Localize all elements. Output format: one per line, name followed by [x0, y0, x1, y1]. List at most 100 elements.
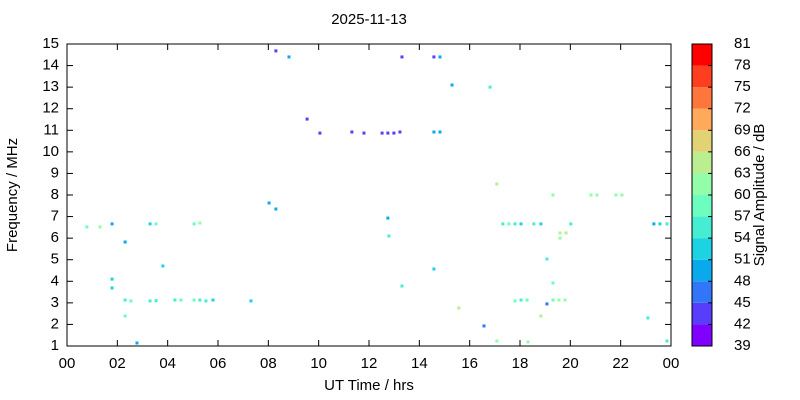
point [519, 222, 523, 226]
colorbar-bin [692, 173, 712, 195]
point [558, 231, 562, 235]
point [539, 314, 543, 318]
point [432, 130, 436, 134]
point [110, 286, 114, 290]
x-tick-label: 16 [461, 355, 478, 372]
colorbar-bin [692, 238, 712, 260]
point [551, 281, 555, 285]
point [438, 55, 442, 59]
point [551, 193, 555, 197]
colorbar-bin [692, 324, 712, 346]
point [192, 298, 196, 302]
point [501, 222, 505, 226]
point [380, 131, 384, 135]
y-tick-label: 1 [51, 337, 59, 354]
colorbar-bin [692, 65, 712, 88]
y-tick-label: 10 [42, 143, 59, 160]
point [305, 117, 309, 121]
point [198, 221, 202, 225]
y-tick-label: 7 [51, 208, 59, 225]
y-tick-label: 4 [51, 272, 59, 289]
colorbar-tick-label: 81 [734, 35, 751, 52]
y-tick-label: 11 [43, 121, 59, 138]
point [658, 222, 662, 226]
point [438, 130, 442, 134]
point [513, 299, 517, 303]
point [129, 299, 133, 303]
point [274, 207, 278, 211]
colorbar-tick-label: 69 [734, 121, 751, 138]
point [665, 222, 669, 226]
point [652, 222, 656, 226]
point [249, 299, 253, 303]
colorbar-tick-label: 60 [734, 186, 751, 203]
chart-title: 2025-11-13 [331, 11, 407, 28]
colorbar-tick-label: 45 [734, 294, 751, 311]
colorbar-tick-label: 48 [734, 272, 751, 289]
colorbar-tick-label: 54 [734, 229, 751, 246]
point [646, 316, 650, 320]
x-tick-label: 10 [310, 355, 327, 372]
point [482, 324, 486, 328]
y-tick-label: 3 [51, 294, 59, 311]
y-tick-label: 12 [42, 100, 59, 117]
point [589, 193, 593, 197]
point [665, 339, 669, 343]
point [450, 83, 454, 87]
point [507, 222, 511, 226]
point [318, 131, 322, 135]
point [614, 193, 618, 197]
point [495, 182, 499, 186]
point [123, 314, 127, 318]
point [526, 340, 530, 344]
colorbar-bin [692, 302, 712, 325]
point [620, 193, 624, 197]
x-tick-label: 14 [411, 355, 428, 372]
point [287, 55, 291, 59]
y-axis-label: Frequency / MHz [4, 138, 21, 252]
point [350, 130, 354, 134]
point [123, 298, 127, 302]
colorbar-tick-label: 63 [734, 164, 751, 181]
y-tick-label: 14 [42, 57, 59, 74]
point [551, 298, 555, 302]
point [400, 284, 404, 288]
x-tick-label: 22 [612, 355, 629, 372]
point [513, 222, 517, 226]
x-tick-label: 00 [59, 355, 76, 372]
y-tick-label: 2 [51, 315, 59, 332]
colorbar-tick-label: 66 [734, 143, 751, 160]
x-tick-label: 18 [512, 355, 529, 372]
x-tick-label: 20 [562, 355, 579, 372]
point [432, 55, 436, 59]
colorbar-tick-label: 72 [734, 100, 751, 117]
point [198, 298, 202, 302]
point [563, 298, 567, 302]
point [558, 236, 562, 240]
colorbar-label: Signal Amplitude / dB [751, 124, 768, 267]
point [387, 234, 391, 238]
point [362, 131, 366, 135]
point [173, 298, 177, 302]
point [211, 298, 215, 302]
point [148, 222, 152, 226]
x-tick-label: 00 [663, 355, 680, 372]
point [532, 222, 536, 226]
point [398, 130, 402, 134]
point [192, 222, 196, 226]
colorbar-bin [692, 151, 712, 174]
x-tick-label: 08 [260, 355, 277, 372]
point [98, 225, 102, 229]
colorbar-tick-label: 57 [734, 208, 751, 225]
point [204, 299, 208, 303]
point [569, 222, 573, 226]
point [154, 222, 158, 226]
colorbar-bin [692, 130, 712, 152]
colorbar-bin [692, 108, 712, 131]
point [274, 49, 278, 53]
point [179, 298, 183, 302]
point [267, 201, 271, 205]
point [400, 55, 404, 59]
x-axis-label: UT Time / hrs [324, 377, 414, 394]
